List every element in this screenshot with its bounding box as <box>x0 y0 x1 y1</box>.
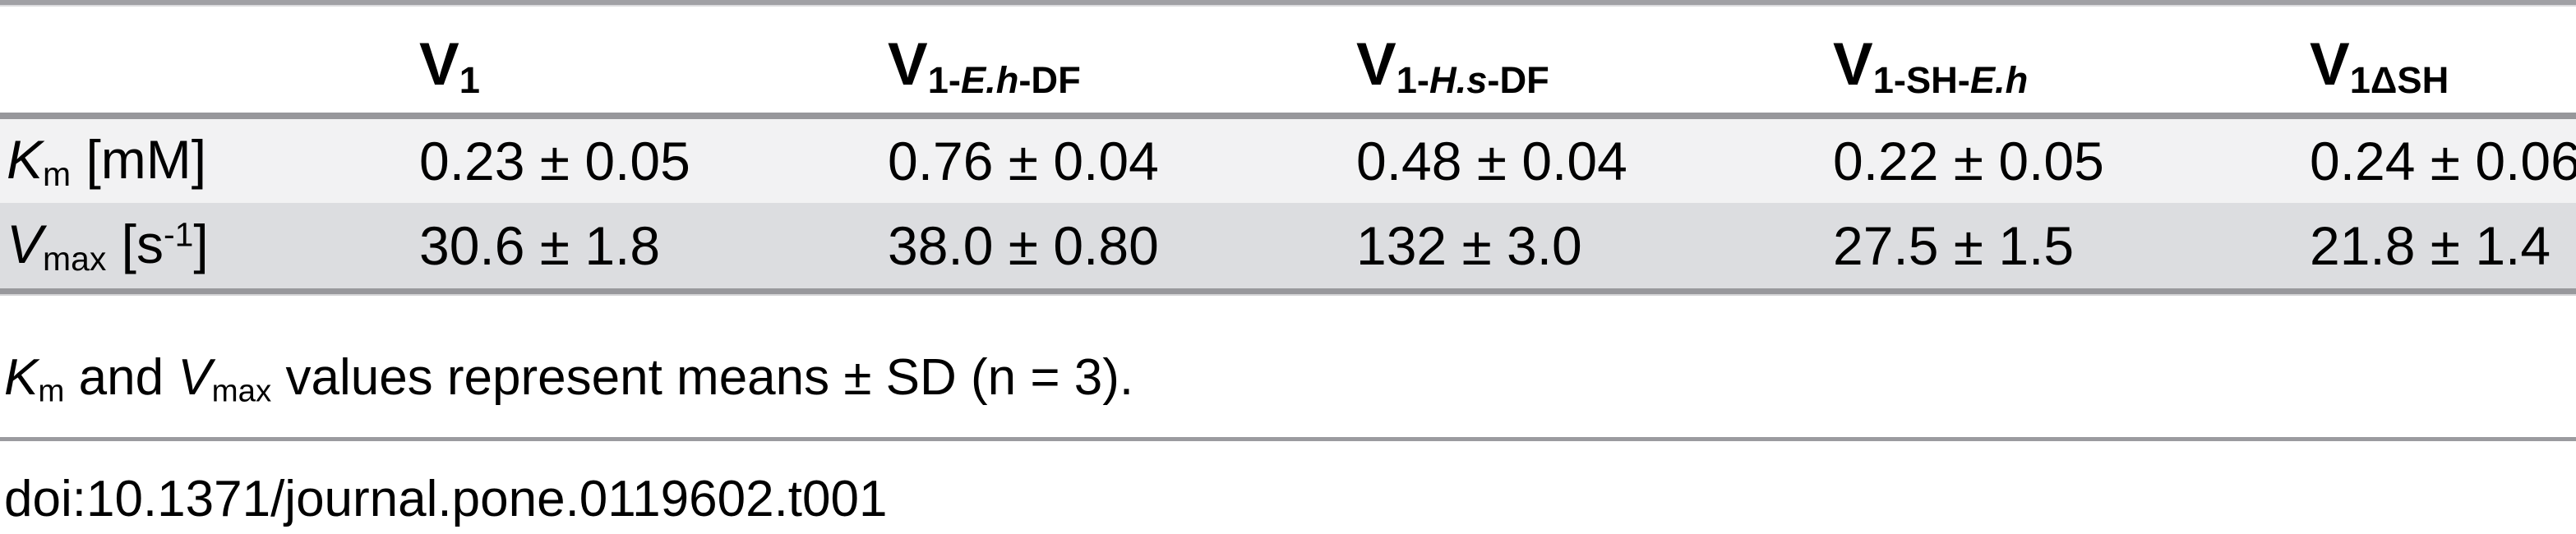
table-bottom-border <box>0 288 2576 296</box>
column-header-v1-hs-df: V1-H.s-DF <box>1356 31 1549 101</box>
table-header-row: V1 V1-E.h-DF V1-H.s-DF V1-SH-E.h V1ΔSH <box>0 7 2576 113</box>
value-cell: 21.8 ± 1.4 <box>2310 215 2551 276</box>
value-cell: 38.0 ± 0.80 <box>888 215 1159 276</box>
table-footnote: Km and Vmax values represent means ± SD … <box>4 349 1134 409</box>
value-cell: 0.24 ± 0.06 <box>2310 131 2576 191</box>
column-header-v1-eh-df: V1-E.h-DF <box>888 31 1081 101</box>
doi-divider <box>0 437 2576 441</box>
header-divider <box>0 113 2576 119</box>
column-header-v1: V1 <box>419 31 480 101</box>
column-header-v1-sh-eh: V1-SH-E.h <box>1833 31 2029 101</box>
value-cell: 27.5 ± 1.5 <box>1833 215 2075 276</box>
table-row-km: Km [mM] 0.23 ± 0.05 0.76 ± 0.04 0.48 ± 0.04… <box>0 119 2576 203</box>
value-cell: 0.48 ± 0.04 <box>1356 131 1627 191</box>
value-cell: 132 ± 3.0 <box>1356 215 1582 276</box>
value-cell: 30.6 ± 1.8 <box>419 215 661 276</box>
doi-line: doi:10.1371/journal.pone.0119602.t001 <box>4 471 888 527</box>
table-top-border <box>0 0 2576 7</box>
row-label-km: Km [mM] <box>7 129 207 193</box>
value-cell: 0.22 ± 0.05 <box>1833 131 2104 191</box>
table-row-vmax: Vmax [s-1] 30.6 ± 1.8 38.0 ± 0.80 132 ± 3.0… <box>0 203 2576 288</box>
value-cell: 0.23 ± 0.05 <box>419 131 690 191</box>
column-header-v1-delta-sh: V1ΔSH <box>2310 31 2449 101</box>
row-label-vmax: Vmax [s-1] <box>7 214 209 278</box>
value-cell: 0.76 ± 0.04 <box>888 131 1159 191</box>
